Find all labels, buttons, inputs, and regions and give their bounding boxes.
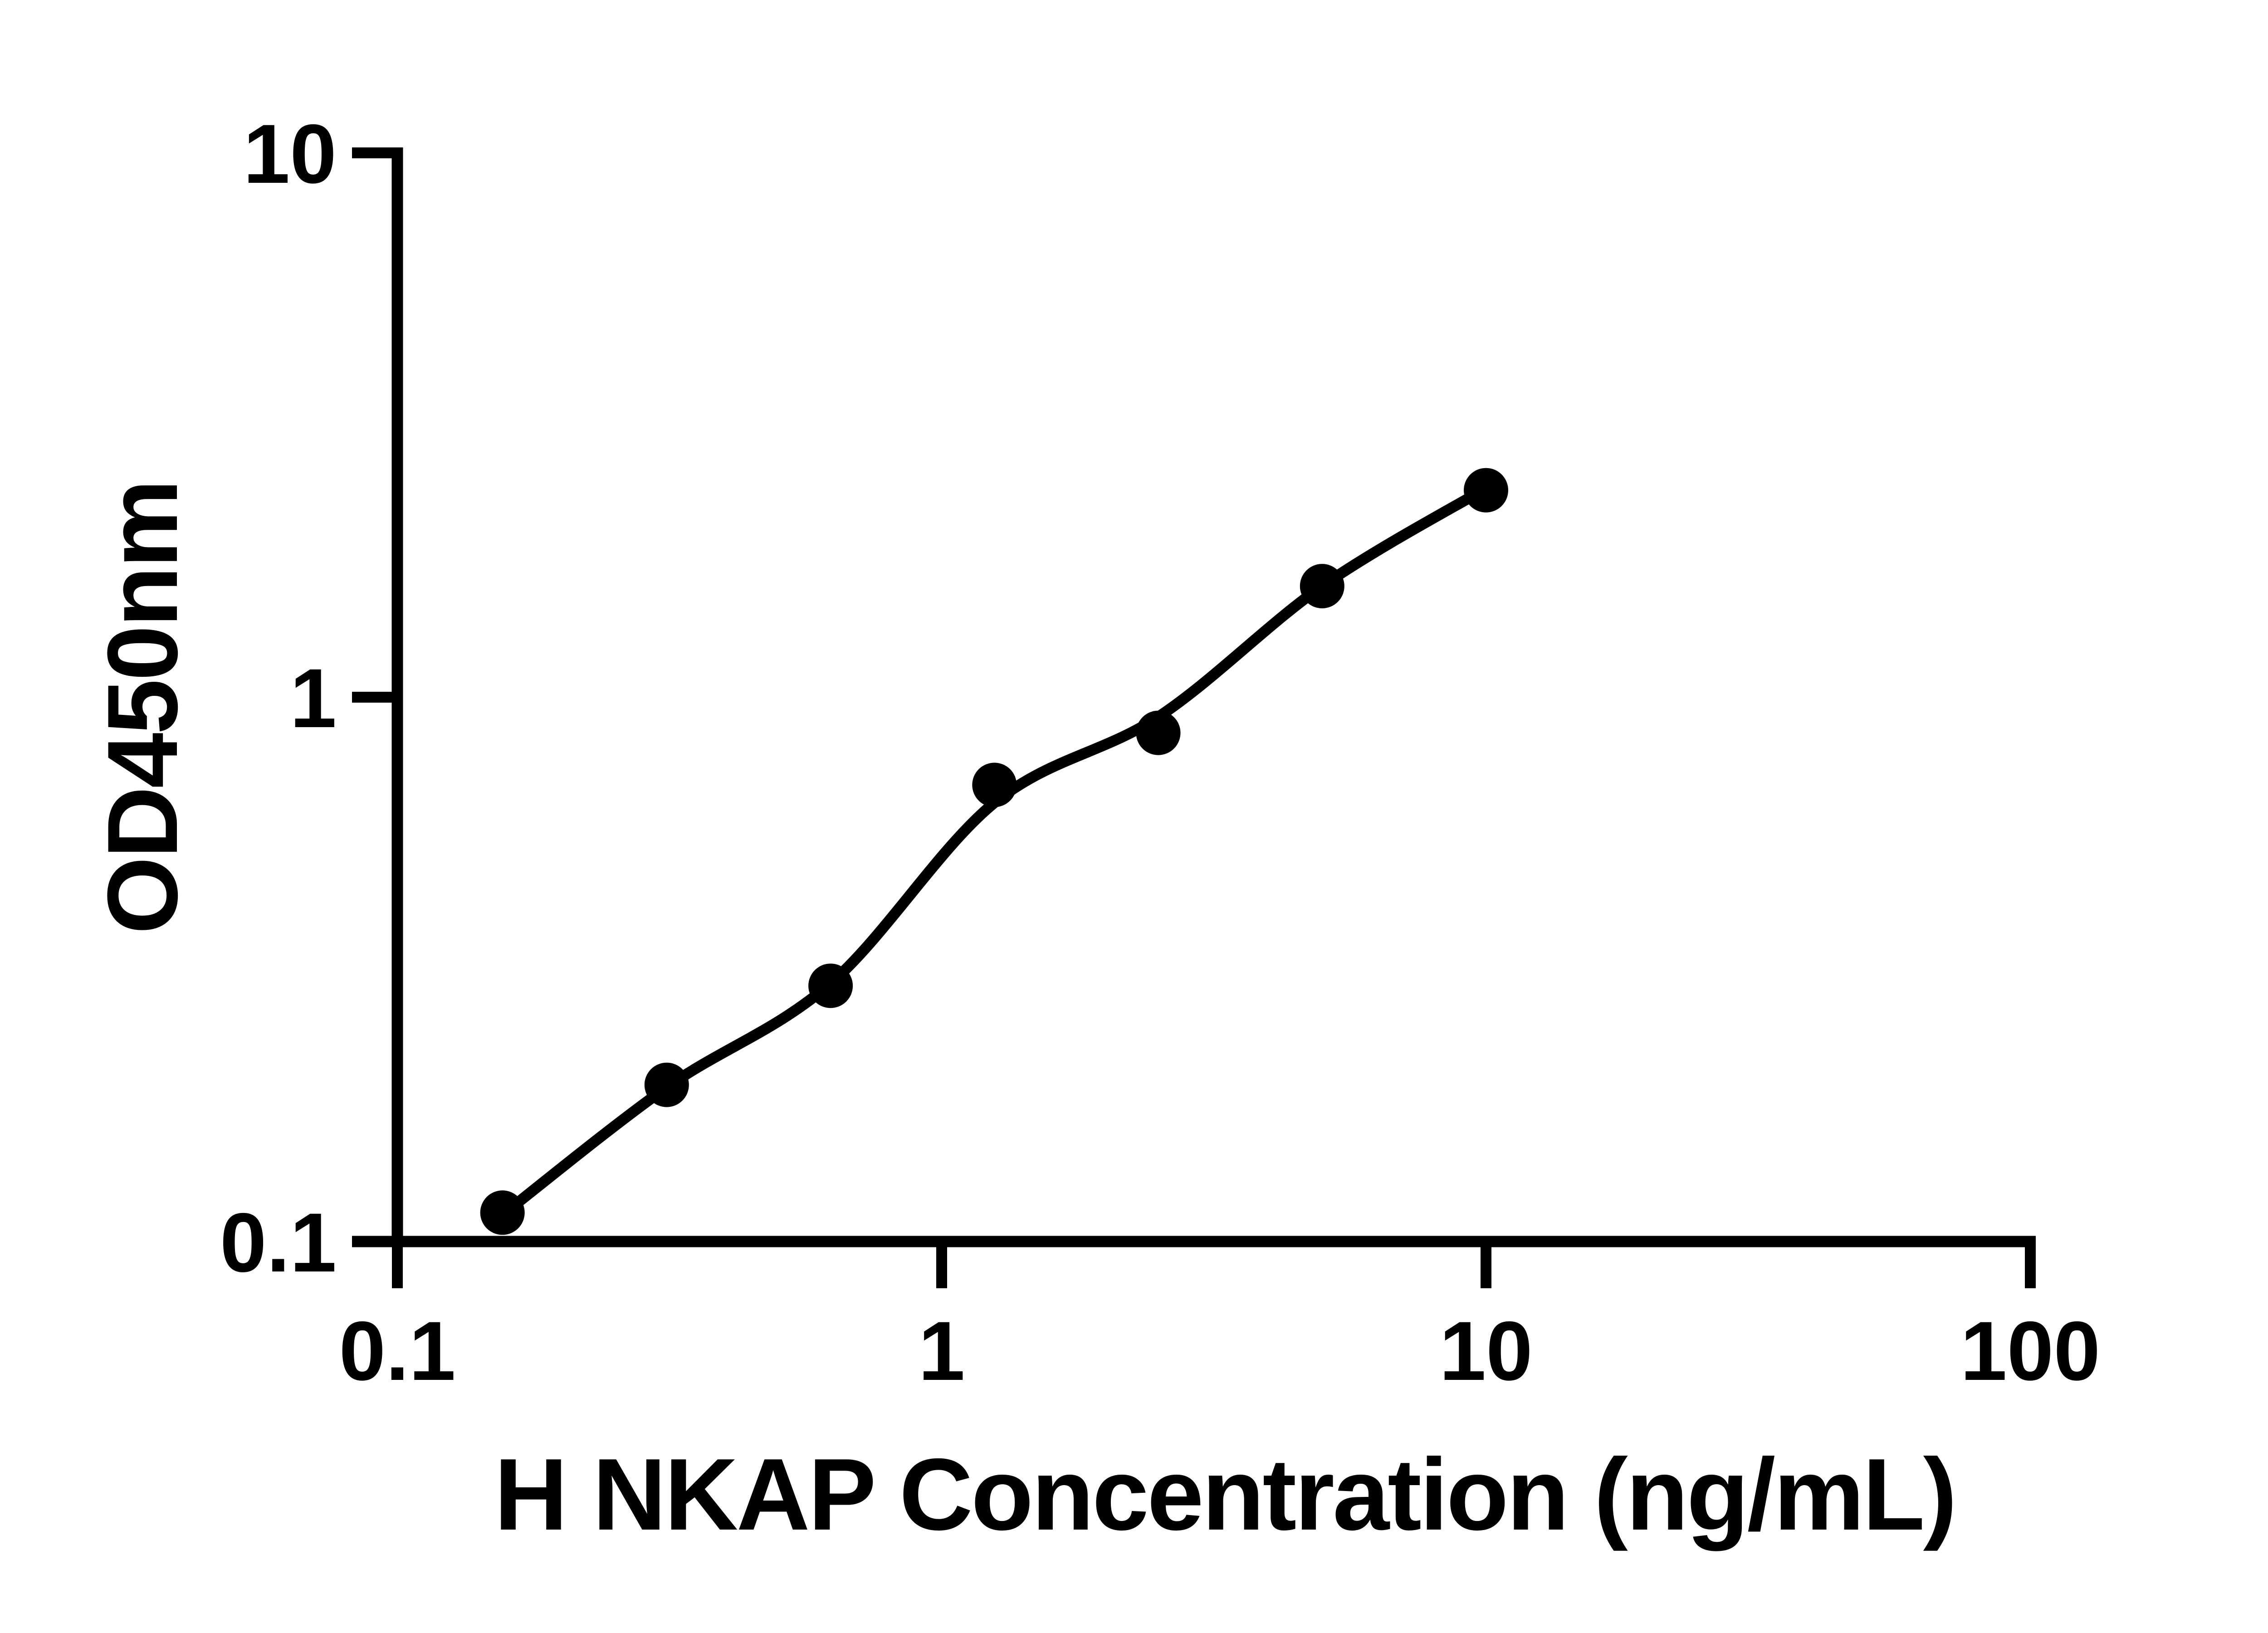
y-axis-title: OD450nm [87, 481, 198, 934]
data-point [1300, 564, 1344, 609]
data-point [808, 963, 853, 1008]
x-tick-label: 100 [1960, 1305, 2101, 1398]
data-point [1136, 710, 1181, 755]
y-tick-label: 10 [243, 108, 337, 201]
data-point [972, 763, 1017, 807]
data-point [480, 1190, 525, 1235]
y-tick-label: 1 [290, 652, 337, 745]
x-axis-title: H NKAP Concentration (ng/mL) [494, 1437, 1955, 1551]
y-tick-label: 0.1 [220, 1196, 337, 1290]
data-point [644, 1062, 689, 1107]
x-tick-label: 1 [919, 1305, 965, 1398]
x-tick-label: 0.1 [339, 1305, 455, 1398]
x-tick-label: 10 [1439, 1305, 1533, 1398]
axes-layer: 0.1 1 10 100 0.1 1 10 [220, 108, 2101, 1398]
plot-layer [480, 468, 1508, 1235]
data-point [1464, 468, 1508, 513]
